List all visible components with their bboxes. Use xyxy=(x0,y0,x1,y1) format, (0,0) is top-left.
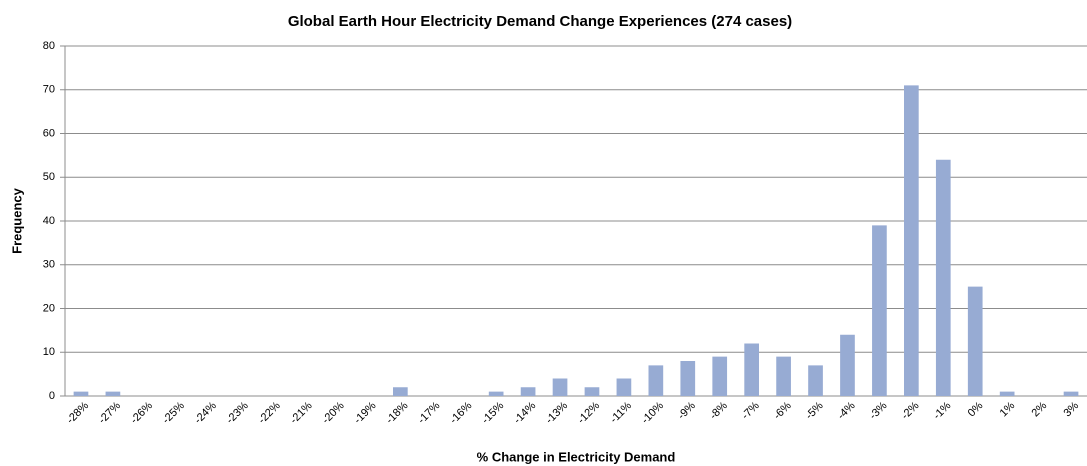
x-tick-label: -9% xyxy=(676,400,698,422)
x-tick-label: 0% xyxy=(966,400,986,420)
bar xyxy=(712,356,728,396)
x-tick-label: -4% xyxy=(835,400,857,422)
x-tick-label: -7% xyxy=(740,400,762,422)
bar xyxy=(105,391,121,396)
x-tick-label: -26% xyxy=(128,400,155,427)
x-tick-label: -17% xyxy=(416,400,443,427)
bar xyxy=(552,378,568,396)
x-tick-label: -3% xyxy=(867,400,889,422)
bar xyxy=(616,378,632,396)
bar xyxy=(648,365,664,396)
bar xyxy=(967,286,983,396)
bar xyxy=(488,391,504,396)
x-tick-label: -18% xyxy=(384,400,411,427)
bar xyxy=(520,387,536,396)
x-tick-label: -22% xyxy=(256,400,283,427)
y-tick-label: 20 xyxy=(43,302,55,314)
y-tick-label: 50 xyxy=(43,171,55,183)
x-tick-label: -6% xyxy=(771,400,793,422)
x-tick-label: -19% xyxy=(352,400,379,427)
x-tick-label: -13% xyxy=(544,400,571,427)
y-axis-title: Frequency xyxy=(9,187,24,254)
x-tick-label: 1% xyxy=(998,400,1018,420)
x-tick-label: -15% xyxy=(480,400,507,427)
bar xyxy=(1063,391,1079,396)
y-tick-label: 60 xyxy=(43,127,55,139)
bar xyxy=(392,387,408,396)
x-tick-label: -5% xyxy=(803,400,825,422)
x-tick-label: -28% xyxy=(64,400,91,427)
bar xyxy=(808,365,823,396)
bar xyxy=(584,387,600,396)
bar xyxy=(680,361,696,396)
x-tick-label: 3% xyxy=(1061,400,1081,420)
y-tick-label: 80 xyxy=(43,40,55,52)
x-tick-label: -10% xyxy=(639,400,666,427)
x-tick-label: 2% xyxy=(1030,400,1050,420)
bar xyxy=(776,356,791,396)
y-tick-label: 70 xyxy=(43,84,55,96)
x-tick-label: -20% xyxy=(320,400,347,427)
x-tick-label: -1% xyxy=(931,400,953,422)
bar xyxy=(935,159,951,396)
bar xyxy=(903,85,919,396)
y-tick-label: 0 xyxy=(49,390,55,402)
bar xyxy=(872,225,887,396)
x-tick-label: -12% xyxy=(575,400,602,427)
x-tick-label: -23% xyxy=(224,400,251,427)
bar xyxy=(73,391,89,396)
x-tick-label: -24% xyxy=(192,400,219,427)
x-tick-label: -14% xyxy=(512,400,539,427)
x-tick-label: -16% xyxy=(448,400,475,427)
y-tick-label: 10 xyxy=(43,346,55,358)
x-tick-label: -11% xyxy=(608,400,634,426)
x-tick-label: -27% xyxy=(96,400,123,427)
x-tick-label: -25% xyxy=(160,400,187,427)
y-tick-label: 40 xyxy=(43,215,55,227)
y-tick-label: 30 xyxy=(43,259,55,271)
x-tick-label: -21% xyxy=(288,400,315,427)
x-tick-label: -2% xyxy=(899,400,921,422)
x-axis-title: % Change in Electricity Demand xyxy=(477,449,676,464)
x-tick-label: -8% xyxy=(708,400,730,422)
bar xyxy=(744,343,760,396)
bar xyxy=(840,334,855,396)
chart-title: Global Earth Hour Electricity Demand Cha… xyxy=(288,13,792,30)
bar xyxy=(999,391,1015,396)
